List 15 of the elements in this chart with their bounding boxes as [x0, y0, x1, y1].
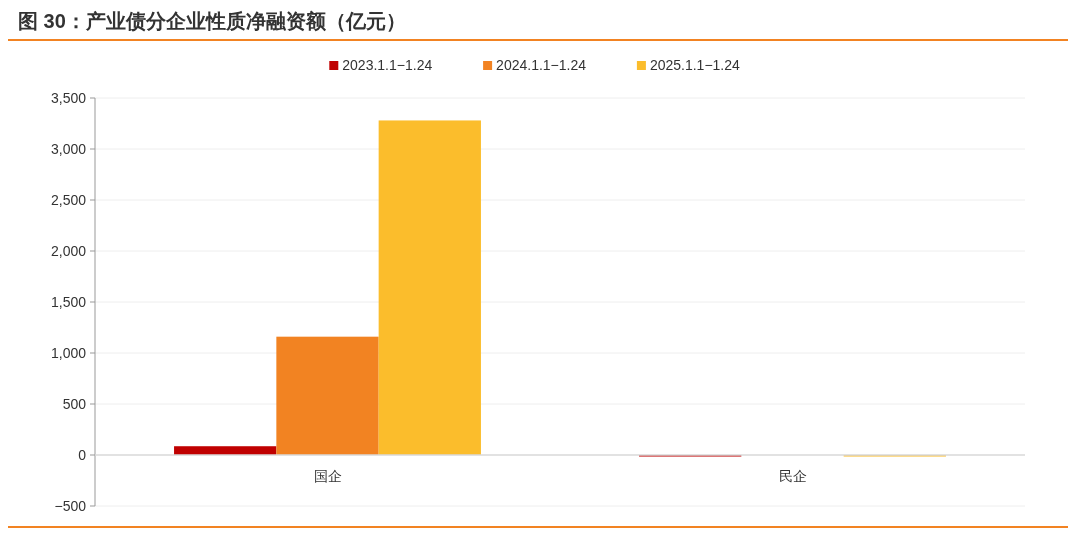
y-tick-label: 2,000 [50, 243, 87, 259]
legend-label: 2025.1.1−1.24 [649, 57, 741, 73]
y-tick-label: 3,500 [50, 90, 87, 106]
legend-label: 2024.1.1−1.24 [496, 57, 587, 73]
y-tick-label: −500 [54, 498, 87, 514]
legend-label: 2023.1.1−1.24 [342, 57, 433, 73]
y-tick-label: 3,000 [50, 141, 87, 157]
x-tick-label: 国企 [313, 468, 342, 484]
y-tick-label: 1,000 [50, 345, 87, 361]
chart-title: 图 30：产业债分企业性质净融资额（亿元） [18, 10, 406, 32]
y-tick-label: 2,500 [50, 192, 87, 208]
y-tick-label: 500 [62, 396, 87, 412]
x-tick-label: 民企 [778, 468, 807, 484]
y-tick-label: 1,500 [50, 294, 87, 310]
y-tick-label: 0 [78, 447, 87, 463]
